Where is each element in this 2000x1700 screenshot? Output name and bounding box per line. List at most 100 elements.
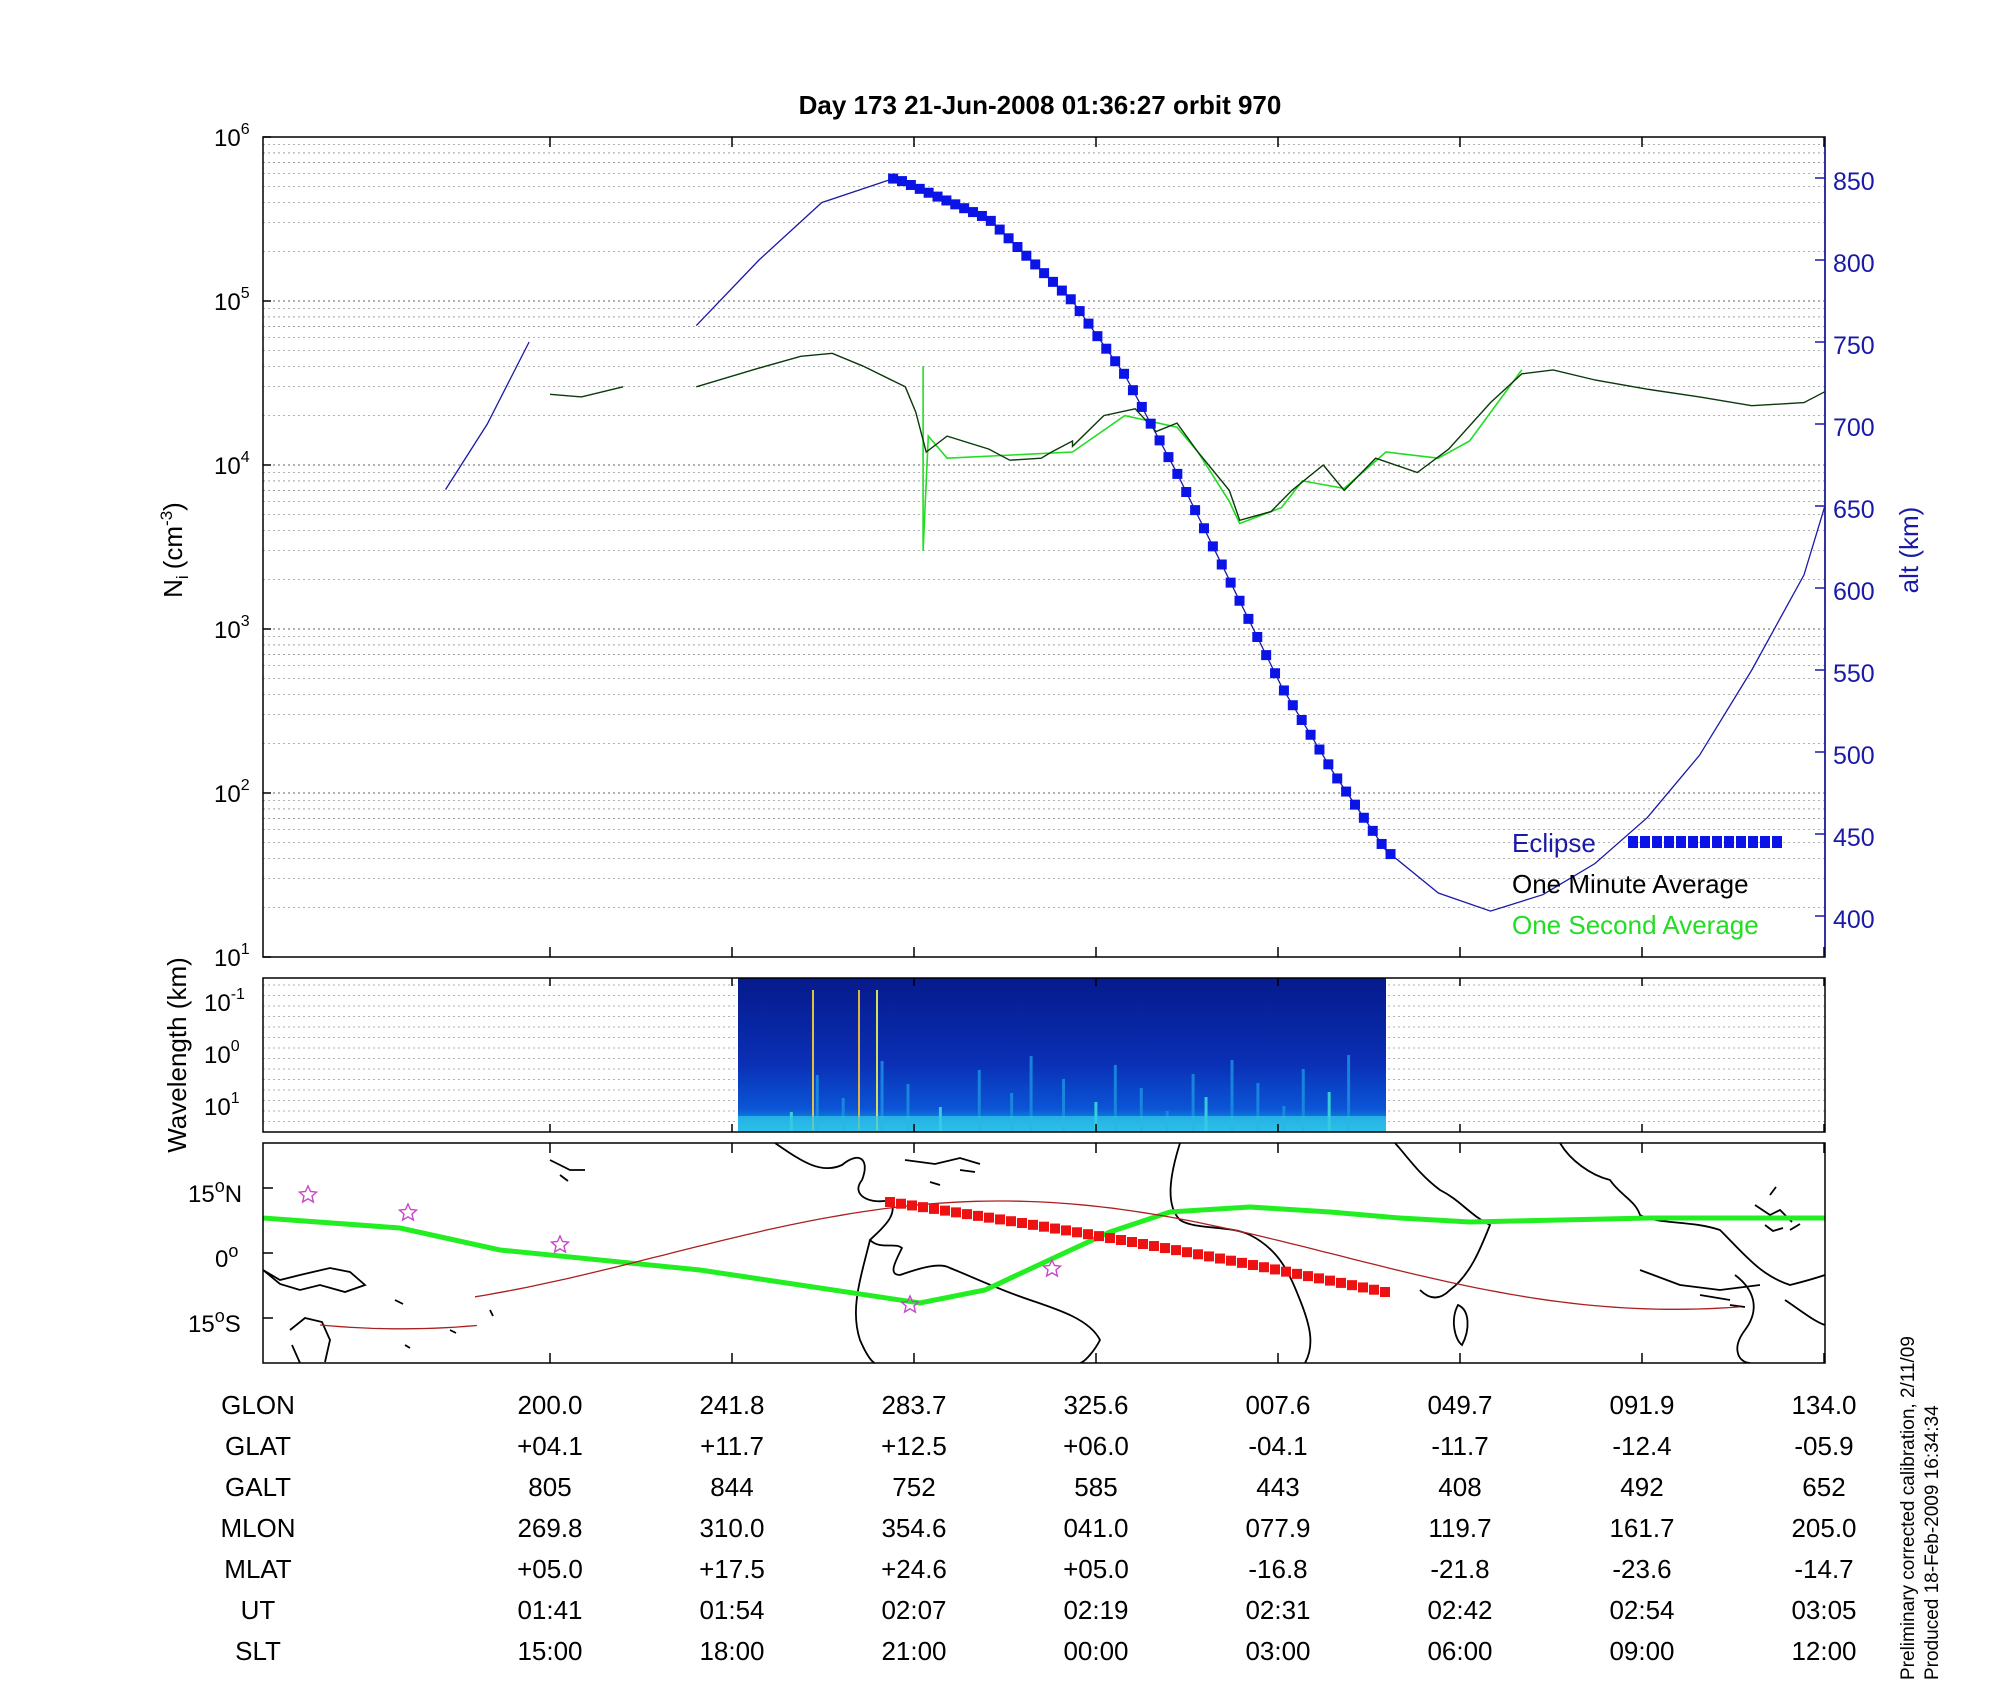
spectrogram-streak xyxy=(1256,1083,1260,1132)
eclipse-marker xyxy=(1385,849,1396,860)
table-cell: 02:54 xyxy=(1609,1595,1674,1625)
table-cell: -21.8 xyxy=(1430,1554,1489,1584)
table-cell: 03:00 xyxy=(1245,1636,1310,1666)
table-cell: 21:00 xyxy=(881,1636,946,1666)
eclipse-ground-marker xyxy=(885,1197,895,1207)
table-cell: 492 xyxy=(1620,1472,1663,1502)
eclipse-ground-marker xyxy=(1127,1237,1137,1248)
eclipse-ground-marker xyxy=(995,1214,1005,1225)
table-cell: 269.8 xyxy=(517,1513,582,1543)
alt-tick-800: 800 xyxy=(1833,250,1875,278)
altitude-tick-labels: 400 450 500 550 600 650 700 750 800 850 xyxy=(1833,168,1875,934)
eclipse-marker xyxy=(923,187,934,198)
star-icon xyxy=(549,1234,571,1254)
lat-tick-0: 0o xyxy=(215,1241,238,1273)
eclipse-marker xyxy=(1323,759,1334,770)
eclipse-marker xyxy=(994,224,1005,235)
table-cell: +05.0 xyxy=(517,1554,583,1584)
table-row-label: UT xyxy=(241,1595,276,1625)
eclipse-ground-marker xyxy=(973,1210,983,1221)
legend-eclipse-marker xyxy=(1712,836,1722,848)
lat-tick-15n: 15oN xyxy=(188,1176,242,1208)
eclipse-marker xyxy=(976,210,987,221)
table-cell: 15:00 xyxy=(517,1636,582,1666)
eclipse-marker xyxy=(1198,523,1209,534)
eclipse-marker xyxy=(1127,385,1138,396)
one-second-average-line xyxy=(922,366,1523,551)
table-cell: 585 xyxy=(1074,1472,1117,1502)
spectrogram-streak xyxy=(1113,1065,1117,1132)
map-panel: 15oN 0o 15oS xyxy=(188,1142,1826,1364)
ground-track-segment-2 xyxy=(474,1200,1740,1310)
table-cell: 02:07 xyxy=(881,1595,946,1625)
eclipse-marker xyxy=(1332,773,1343,784)
spectrogram-y-label: Wavelength (km) xyxy=(162,957,192,1153)
eclipse-ground-marker xyxy=(896,1198,906,1209)
eclipse-ground-marker xyxy=(1039,1221,1049,1232)
eclipse-marker xyxy=(1305,729,1316,740)
eclipse-marker xyxy=(1119,368,1130,379)
spectrogram-streak xyxy=(977,1070,981,1132)
table-cell: 200.0 xyxy=(517,1390,582,1420)
spectrogram-y-tick-labels: 10-1 100 101 xyxy=(204,986,245,1121)
spectrogram-streak xyxy=(815,1075,819,1132)
eclipse-ground-marker xyxy=(929,1203,939,1214)
spectrogram-streak xyxy=(876,990,878,1132)
legend-one-minute-label: One Minute Average xyxy=(1512,869,1749,899)
spectrogram-panel: 10-1 100 101 Wavelength (km) xyxy=(162,957,1826,1153)
spectrogram-streak xyxy=(1301,1069,1305,1132)
table-cell: 325.6 xyxy=(1063,1390,1128,1420)
legend-eclipse-marker xyxy=(1760,836,1770,848)
alt-tick-600: 600 xyxy=(1833,578,1875,606)
produced-note: Produced 18-Feb-2009 16:34:34 xyxy=(1922,1405,1943,1680)
eclipse-marker xyxy=(950,199,961,210)
eclipse-marker xyxy=(1074,306,1085,317)
legend-eclipse-marker xyxy=(1688,836,1698,848)
eclipse-ground-marker xyxy=(1281,1266,1291,1277)
table-cell: 02:42 xyxy=(1427,1595,1492,1625)
eclipse-ground-marker xyxy=(1358,1282,1368,1293)
eclipse-ground-marker xyxy=(1094,1231,1104,1242)
eclipse-marker xyxy=(1216,559,1227,570)
eclipse-marker xyxy=(888,173,899,184)
eclipse-ground-marker xyxy=(1325,1275,1335,1286)
eclipse-marker xyxy=(1047,276,1058,287)
table-cell: -16.8 xyxy=(1248,1554,1307,1584)
altitude-axis-label: alt (km) xyxy=(1894,507,1924,594)
eclipse-marker xyxy=(1181,487,1192,498)
eclipse-marker xyxy=(1358,812,1369,823)
table-cell: +24.6 xyxy=(881,1554,947,1584)
table-cell: 161.7 xyxy=(1609,1513,1674,1543)
table-cell: 00:00 xyxy=(1063,1636,1128,1666)
y-tick-1e6: 106 xyxy=(214,121,250,152)
table-cell: 134.0 xyxy=(1791,1390,1856,1420)
legend-eclipse-swatch xyxy=(1628,836,1782,848)
one-minute-average-line-segment-2 xyxy=(696,352,1825,522)
alt-tick-750: 750 xyxy=(1833,332,1875,360)
eclipse-marker xyxy=(941,195,952,206)
coastlines xyxy=(263,1143,1825,1363)
table-cell: -12.4 xyxy=(1612,1431,1671,1461)
table-cell: 283.7 xyxy=(881,1390,946,1420)
magnetic-equator-line xyxy=(263,1204,1825,1306)
density-panel: 101 102 103 104 105 106 Ni(cm-3) 400 450… xyxy=(157,121,1924,972)
map-grid xyxy=(263,1143,1825,1363)
eclipse-ground-marker xyxy=(1006,1216,1016,1227)
density-x-ticks xyxy=(549,137,1825,957)
table-cell: +17.5 xyxy=(699,1554,765,1584)
table-cell: 041.0 xyxy=(1063,1513,1128,1543)
eclipse-ground-marker xyxy=(1028,1219,1038,1230)
star-icon xyxy=(297,1184,319,1204)
ground-track-segment-1 xyxy=(320,1324,477,1330)
eclipse-marker xyxy=(1154,435,1165,446)
eclipse-marker xyxy=(1234,595,1245,606)
eclipse-marker xyxy=(1341,786,1352,797)
eclipse-ground-marker xyxy=(1380,1287,1390,1297)
table-cell: -04.1 xyxy=(1248,1431,1307,1461)
eclipse-marker xyxy=(1172,468,1183,479)
table-cell: 077.9 xyxy=(1245,1513,1310,1543)
eclipse-ground-marker xyxy=(1347,1280,1357,1291)
table-cell: +05.0 xyxy=(1063,1554,1129,1584)
legend-eclipse-marker xyxy=(1664,836,1674,848)
spectrogram-streaks xyxy=(738,990,1386,1132)
